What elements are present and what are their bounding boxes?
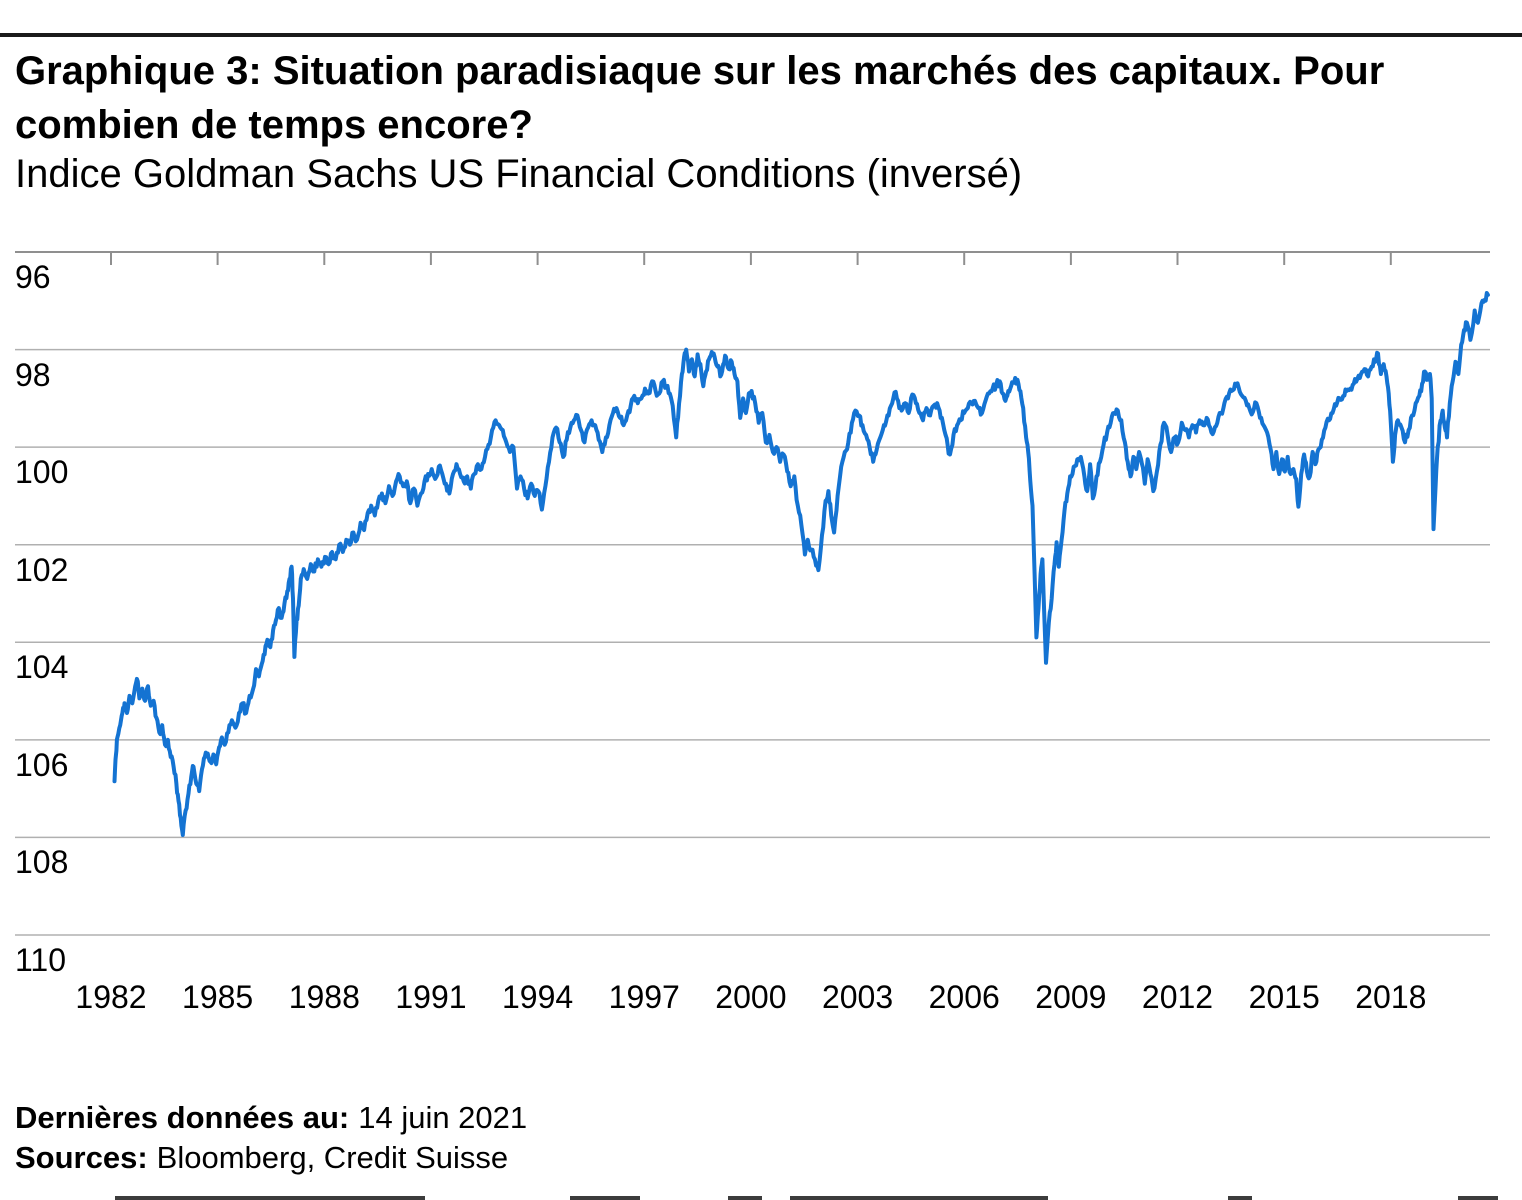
chart-title-line2: combien de temps encore? xyxy=(15,103,533,147)
x-tick-label: 2009 xyxy=(1035,979,1107,1015)
sources-value: Bloomberg, Credit Suisse xyxy=(156,1140,509,1175)
x-tick-label: 1988 xyxy=(288,979,360,1015)
last-data-label: Dernières données au: xyxy=(15,1100,350,1135)
line-chart xyxy=(15,251,1490,936)
x-tick-label: 1985 xyxy=(182,979,254,1015)
last-data-row: Dernières données au: 14 juin 2021 xyxy=(15,1098,527,1138)
x-tick-label: 2018 xyxy=(1355,979,1427,1015)
chart-svg xyxy=(15,251,1490,936)
y-tick-label: 110 xyxy=(15,942,67,978)
sources-label: Sources: xyxy=(15,1140,148,1175)
cropped-text-marks xyxy=(0,1195,1522,1200)
last-data-value: 14 juin 2021 xyxy=(358,1100,528,1135)
x-tick-label: 2003 xyxy=(821,979,894,1015)
series-line xyxy=(112,291,1490,837)
chart-title: Graphique 3: Situation paradisiaque sur … xyxy=(15,44,1495,152)
sources-row: Sources: Bloomberg, Credit Suisse xyxy=(15,1138,527,1178)
x-tick-label: 2000 xyxy=(715,979,787,1015)
x-tick-label: 2015 xyxy=(1248,979,1320,1015)
top-rule xyxy=(0,33,1522,37)
x-tick-label: 1982 xyxy=(75,979,147,1015)
x-tick-label: 1997 xyxy=(608,979,680,1015)
x-tick-label: 1994 xyxy=(502,979,574,1015)
chart-subtitle: Indice Goldman Sachs US Financial Condit… xyxy=(15,152,1023,196)
chart-title-line1: Graphique 3: Situation paradisiaque sur … xyxy=(15,49,1385,93)
x-tick-label: 1991 xyxy=(395,979,467,1015)
footer: Dernières données au: 14 juin 2021 Source… xyxy=(15,1098,527,1178)
x-tick-label: 2006 xyxy=(928,979,1000,1015)
x-tick-label: 2012 xyxy=(1141,979,1214,1015)
